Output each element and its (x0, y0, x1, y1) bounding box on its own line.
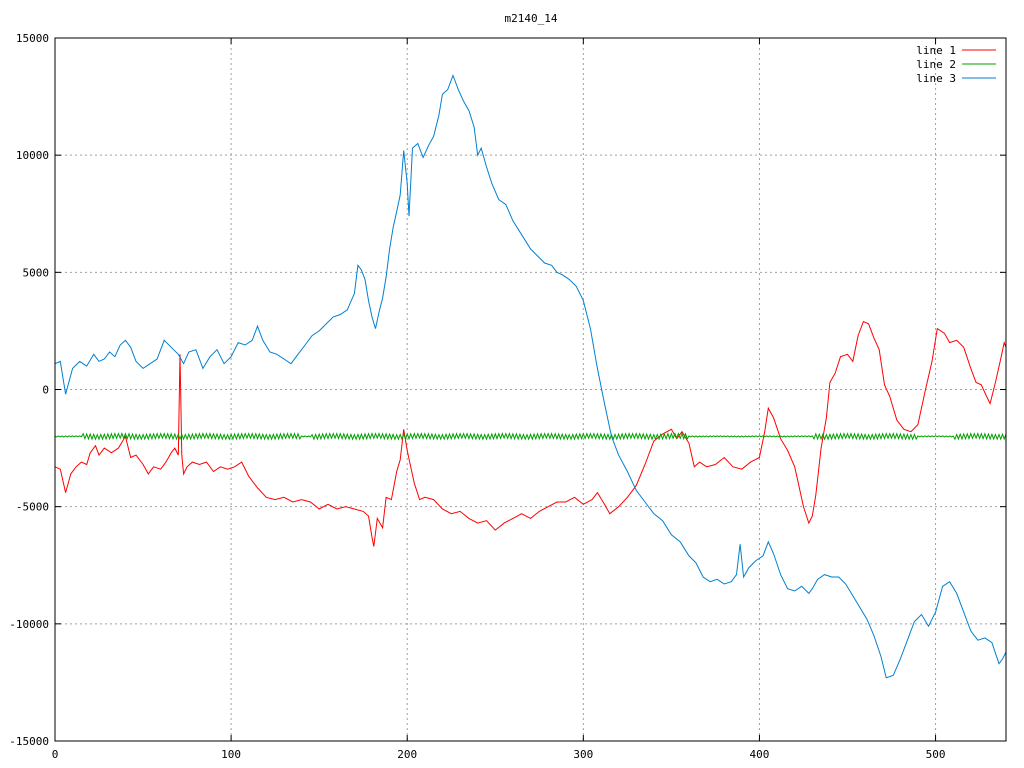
x-tick-label: 200 (397, 748, 417, 761)
y-tick-label: -15000 (9, 735, 49, 748)
x-tick-label: 500 (926, 748, 946, 761)
x-tick-label: 400 (750, 748, 770, 761)
x-tick-label: 100 (221, 748, 241, 761)
legend-label: line 1 (916, 44, 956, 57)
y-tick-label: 5000 (23, 266, 50, 279)
axis-ticks: -15000 -10000 -5000 0 5000 10000 15000 0 100 200 3… (9, 32, 1006, 761)
y-tick-label: -5000 (16, 501, 49, 514)
y-tick-label: 0 (42, 384, 49, 397)
grid-lines (55, 38, 1006, 741)
x-tick-label: 0 (52, 748, 59, 761)
legend-label: line 3 (916, 72, 956, 85)
y-tick-label: -10000 (9, 618, 49, 631)
x-tick-label: 300 (573, 748, 593, 761)
series-line-2 (54, 432, 1007, 441)
series-line-3 (54, 74, 1007, 679)
y-tick-label: 10000 (16, 149, 49, 162)
series-line-1 (54, 320, 1007, 547)
y-tick-label: 15000 (16, 32, 49, 45)
legend-label: line 2 (916, 58, 956, 71)
series-lines (54, 74, 1007, 679)
chart-title: m2140_14 (505, 12, 558, 25)
